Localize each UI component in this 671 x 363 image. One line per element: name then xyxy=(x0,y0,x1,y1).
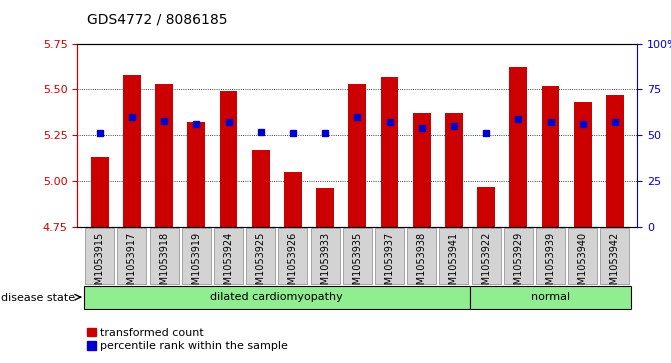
FancyBboxPatch shape xyxy=(150,228,178,284)
FancyBboxPatch shape xyxy=(117,228,146,284)
Bar xyxy=(445,113,463,227)
Text: GSM1053939: GSM1053939 xyxy=(546,232,556,297)
Bar xyxy=(380,77,399,227)
Text: GSM1053915: GSM1053915 xyxy=(95,232,105,297)
FancyBboxPatch shape xyxy=(311,228,340,284)
Bar xyxy=(155,84,173,227)
Bar xyxy=(219,91,238,227)
Text: GSM1053924: GSM1053924 xyxy=(223,232,234,297)
Bar xyxy=(187,122,205,227)
Bar xyxy=(284,172,302,227)
Text: GSM1053935: GSM1053935 xyxy=(352,232,362,297)
Text: GSM1053929: GSM1053929 xyxy=(513,232,523,297)
Legend: transformed count, percentile rank within the sample: transformed count, percentile rank withi… xyxy=(83,323,293,356)
Text: GSM1053938: GSM1053938 xyxy=(417,232,427,297)
Bar xyxy=(252,150,270,227)
FancyBboxPatch shape xyxy=(472,228,501,284)
Text: GSM1053925: GSM1053925 xyxy=(256,232,266,297)
Text: GSM1053918: GSM1053918 xyxy=(159,232,169,297)
FancyBboxPatch shape xyxy=(278,228,307,284)
Text: GSM1053940: GSM1053940 xyxy=(578,232,588,297)
Text: dilated cardiomyopathy: dilated cardiomyopathy xyxy=(211,292,343,302)
FancyBboxPatch shape xyxy=(182,228,211,284)
Text: disease state: disease state xyxy=(1,293,75,303)
Text: GDS4772 / 8086185: GDS4772 / 8086185 xyxy=(87,13,227,27)
Bar xyxy=(477,187,495,227)
Text: normal: normal xyxy=(531,292,570,302)
FancyBboxPatch shape xyxy=(470,286,631,309)
Text: GSM1053926: GSM1053926 xyxy=(288,232,298,297)
Bar xyxy=(348,84,366,227)
FancyBboxPatch shape xyxy=(246,228,275,284)
FancyBboxPatch shape xyxy=(85,228,114,284)
Bar xyxy=(574,102,592,227)
FancyBboxPatch shape xyxy=(601,228,629,284)
Bar xyxy=(316,188,334,227)
FancyBboxPatch shape xyxy=(407,228,436,284)
Text: GSM1053919: GSM1053919 xyxy=(191,232,201,297)
Bar xyxy=(606,95,624,227)
Bar xyxy=(541,86,560,227)
Bar xyxy=(413,113,431,227)
Bar xyxy=(509,68,527,227)
FancyBboxPatch shape xyxy=(343,228,372,284)
Bar xyxy=(123,75,141,227)
FancyBboxPatch shape xyxy=(375,228,404,284)
Text: GSM1053922: GSM1053922 xyxy=(481,232,491,297)
FancyBboxPatch shape xyxy=(84,286,470,309)
FancyBboxPatch shape xyxy=(568,228,597,284)
Bar xyxy=(91,157,109,227)
Text: GSM1053942: GSM1053942 xyxy=(610,232,620,297)
FancyBboxPatch shape xyxy=(214,228,243,284)
FancyBboxPatch shape xyxy=(504,228,533,284)
Text: GSM1053917: GSM1053917 xyxy=(127,232,137,297)
Text: GSM1053933: GSM1053933 xyxy=(320,232,330,297)
Text: GSM1053937: GSM1053937 xyxy=(384,232,395,297)
FancyBboxPatch shape xyxy=(536,228,565,284)
Text: GSM1053941: GSM1053941 xyxy=(449,232,459,297)
FancyBboxPatch shape xyxy=(440,228,468,284)
